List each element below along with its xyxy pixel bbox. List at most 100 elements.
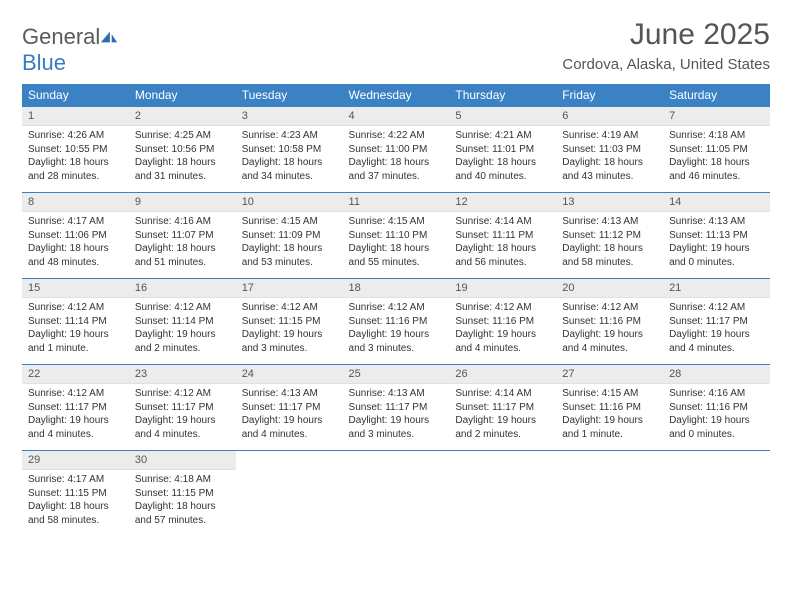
- day-number: 11: [343, 193, 450, 212]
- calendar-day-cell: 19Sunrise: 4:12 AMSunset: 11:16 PMDaylig…: [449, 279, 556, 365]
- sunset-line: Sunset: 11:17 PM: [135, 401, 230, 415]
- day-body: Sunrise: 4:21 AMSunset: 11:01 PMDaylight…: [449, 126, 556, 189]
- calendar-day-cell: 8Sunrise: 4:17 AMSunset: 11:06 PMDayligh…: [22, 193, 129, 279]
- sunrise-line: Sunrise: 4:21 AM: [455, 129, 550, 143]
- calendar-day-cell: 11Sunrise: 4:15 AMSunset: 11:10 PMDaylig…: [343, 193, 450, 279]
- daylight-line: Daylight: 19 hours and 4 minutes.: [242, 414, 337, 441]
- day-body: Sunrise: 4:15 AMSunset: 11:10 PMDaylight…: [343, 212, 450, 275]
- daylight-line: Daylight: 19 hours and 3 minutes.: [349, 328, 444, 355]
- calendar-day-cell: 4Sunrise: 4:22 AMSunset: 11:00 PMDayligh…: [343, 107, 450, 193]
- sunset-line: Sunset: 11:03 PM: [562, 143, 657, 157]
- sunrise-line: Sunrise: 4:18 AM: [135, 473, 230, 487]
- calendar-day-cell: 15Sunrise: 4:12 AMSunset: 11:14 PMDaylig…: [22, 279, 129, 365]
- day-body: Sunrise: 4:12 AMSunset: 11:16 PMDaylight…: [449, 298, 556, 361]
- sunset-line: Sunset: 11:16 PM: [349, 315, 444, 329]
- sunset-line: Sunset: 11:17 PM: [669, 315, 764, 329]
- day-number: 3: [236, 107, 343, 126]
- sunrise-line: Sunrise: 4:12 AM: [135, 387, 230, 401]
- day-number: 15: [22, 279, 129, 298]
- calendar-day-cell: 10Sunrise: 4:15 AMSunset: 11:09 PMDaylig…: [236, 193, 343, 279]
- sunrise-line: Sunrise: 4:18 AM: [669, 129, 764, 143]
- day-number: 29: [22, 451, 129, 470]
- daylight-line: Daylight: 18 hours and 40 minutes.: [455, 156, 550, 183]
- sunset-line: Sunset: 11:16 PM: [455, 315, 550, 329]
- daylight-line: Daylight: 18 hours and 43 minutes.: [562, 156, 657, 183]
- sunset-line: Sunset: 11:16 PM: [669, 401, 764, 415]
- sail-icon: [100, 30, 118, 44]
- sunrise-line: Sunrise: 4:12 AM: [562, 301, 657, 315]
- day-body: Sunrise: 4:14 AMSunset: 11:11 PMDaylight…: [449, 212, 556, 275]
- sunrise-line: Sunrise: 4:17 AM: [28, 473, 123, 487]
- daylight-line: Daylight: 18 hours and 55 minutes.: [349, 242, 444, 269]
- daylight-line: Daylight: 18 hours and 53 minutes.: [242, 242, 337, 269]
- sunrise-line: Sunrise: 4:23 AM: [242, 129, 337, 143]
- sunset-line: Sunset: 11:14 PM: [135, 315, 230, 329]
- sunrise-line: Sunrise: 4:15 AM: [562, 387, 657, 401]
- calendar-day-cell: 30Sunrise: 4:18 AMSunset: 11:15 PMDaylig…: [129, 451, 236, 537]
- calendar-day-cell: 6Sunrise: 4:19 AMSunset: 11:03 PMDayligh…: [556, 107, 663, 193]
- weekday-header: Tuesday: [236, 84, 343, 107]
- page-title: June 2025: [562, 18, 770, 52]
- sunset-line: Sunset: 10:56 PM: [135, 143, 230, 157]
- calendar-day-cell: 24Sunrise: 4:13 AMSunset: 11:17 PMDaylig…: [236, 365, 343, 451]
- day-body: Sunrise: 4:12 AMSunset: 11:17 PMDaylight…: [129, 384, 236, 447]
- day-body: Sunrise: 4:12 AMSunset: 11:14 PMDaylight…: [129, 298, 236, 361]
- weekday-header: Monday: [129, 84, 236, 107]
- calendar-header-row: SundayMondayTuesdayWednesdayThursdayFrid…: [22, 84, 770, 107]
- calendar-week: 8Sunrise: 4:17 AMSunset: 11:06 PMDayligh…: [22, 193, 770, 279]
- daylight-line: Daylight: 19 hours and 4 minutes.: [669, 328, 764, 355]
- day-body: Sunrise: 4:13 AMSunset: 11:13 PMDaylight…: [663, 212, 770, 275]
- daylight-line: Daylight: 19 hours and 4 minutes.: [135, 414, 230, 441]
- day-body: Sunrise: 4:13 AMSunset: 11:12 PMDaylight…: [556, 212, 663, 275]
- day-body: Sunrise: 4:16 AMSunset: 11:16 PMDaylight…: [663, 384, 770, 447]
- calendar-day-cell: 5Sunrise: 4:21 AMSunset: 11:01 PMDayligh…: [449, 107, 556, 193]
- calendar-day-cell: 18Sunrise: 4:12 AMSunset: 11:16 PMDaylig…: [343, 279, 450, 365]
- day-number: 25: [343, 365, 450, 384]
- calendar-day-cell: 17Sunrise: 4:12 AMSunset: 11:15 PMDaylig…: [236, 279, 343, 365]
- daylight-line: Daylight: 19 hours and 1 minute.: [562, 414, 657, 441]
- sunrise-line: Sunrise: 4:15 AM: [349, 215, 444, 229]
- calendar-day-cell: 29Sunrise: 4:17 AMSunset: 11:15 PMDaylig…: [22, 451, 129, 537]
- sunrise-line: Sunrise: 4:12 AM: [28, 387, 123, 401]
- sunrise-line: Sunrise: 4:15 AM: [242, 215, 337, 229]
- calendar-day-cell: 21Sunrise: 4:12 AMSunset: 11:17 PMDaylig…: [663, 279, 770, 365]
- day-number: 13: [556, 193, 663, 212]
- daylight-line: Daylight: 19 hours and 0 minutes.: [669, 414, 764, 441]
- sunrise-line: Sunrise: 4:13 AM: [349, 387, 444, 401]
- header: GeneralBlue June 2025 Cordova, Alaska, U…: [22, 18, 770, 76]
- sunrise-line: Sunrise: 4:22 AM: [349, 129, 444, 143]
- sunset-line: Sunset: 11:12 PM: [562, 229, 657, 243]
- calendar-week: 1Sunrise: 4:26 AMSunset: 10:55 PMDayligh…: [22, 107, 770, 193]
- calendar-day-cell: 27Sunrise: 4:15 AMSunset: 11:16 PMDaylig…: [556, 365, 663, 451]
- calendar-day-cell: 20Sunrise: 4:12 AMSunset: 11:16 PMDaylig…: [556, 279, 663, 365]
- sunset-line: Sunset: 11:17 PM: [349, 401, 444, 415]
- day-body: Sunrise: 4:18 AMSunset: 11:15 PMDaylight…: [129, 470, 236, 533]
- day-body: Sunrise: 4:13 AMSunset: 11:17 PMDaylight…: [343, 384, 450, 447]
- sunrise-line: Sunrise: 4:13 AM: [669, 215, 764, 229]
- sunset-line: Sunset: 11:17 PM: [28, 401, 123, 415]
- day-body: Sunrise: 4:15 AMSunset: 11:09 PMDaylight…: [236, 212, 343, 275]
- daylight-line: Daylight: 19 hours and 4 minutes.: [28, 414, 123, 441]
- daylight-line: Daylight: 18 hours and 57 minutes.: [135, 500, 230, 527]
- day-body: Sunrise: 4:26 AMSunset: 10:55 PMDaylight…: [22, 126, 129, 189]
- sunset-line: Sunset: 10:55 PM: [28, 143, 123, 157]
- day-body: Sunrise: 4:12 AMSunset: 11:17 PMDaylight…: [22, 384, 129, 447]
- daylight-line: Daylight: 19 hours and 0 minutes.: [669, 242, 764, 269]
- sunset-line: Sunset: 11:16 PM: [562, 401, 657, 415]
- sunrise-line: Sunrise: 4:14 AM: [455, 387, 550, 401]
- day-number: 14: [663, 193, 770, 212]
- day-body: Sunrise: 4:18 AMSunset: 11:05 PMDaylight…: [663, 126, 770, 189]
- calendar-day-cell: 25Sunrise: 4:13 AMSunset: 11:17 PMDaylig…: [343, 365, 450, 451]
- calendar-week: 29Sunrise: 4:17 AMSunset: 11:15 PMDaylig…: [22, 451, 770, 537]
- sunset-line: Sunset: 11:00 PM: [349, 143, 444, 157]
- logo-text-a: General: [22, 24, 100, 49]
- calendar-day-cell: ..: [663, 451, 770, 537]
- sunrise-line: Sunrise: 4:12 AM: [28, 301, 123, 315]
- weekday-header: Saturday: [663, 84, 770, 107]
- day-body: Sunrise: 4:12 AMSunset: 11:15 PMDaylight…: [236, 298, 343, 361]
- calendar-day-cell: 1Sunrise: 4:26 AMSunset: 10:55 PMDayligh…: [22, 107, 129, 193]
- sunset-line: Sunset: 11:16 PM: [562, 315, 657, 329]
- day-number: 28: [663, 365, 770, 384]
- sunset-line: Sunset: 11:06 PM: [28, 229, 123, 243]
- day-number: 10: [236, 193, 343, 212]
